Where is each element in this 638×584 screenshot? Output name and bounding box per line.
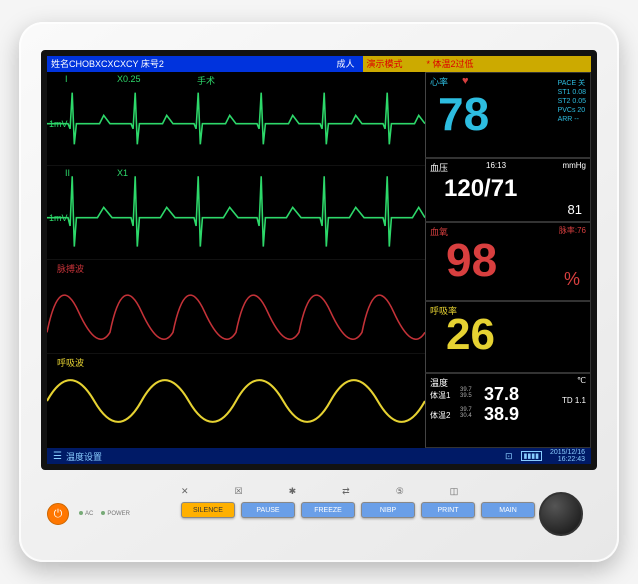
main-icon: ◫ [450,486,459,497]
hr-pace: PACE 关 [558,79,586,88]
spo2-pr: 脉率:76 [559,225,586,236]
demo-mode-label: 演示模式 [367,56,403,72]
hr-box: 心率 ♥ 78 PACE 关 ST1 0.08 ST2 0.05 PVCs 20… [425,72,591,158]
rotary-knob[interactable] [539,492,583,536]
top-status-bar: 姓名CHOBXCXCXCY 床号2 成人 演示模式 * 体温2过低 [47,56,591,72]
bottom-status-bar: ☰ 温度设置 ⊡ ▮▮▮▮ 2015/12/16 16:22:43 [47,448,591,464]
spo2-value: 98 [446,233,497,287]
bp-unit: mmHg [562,161,586,170]
temp1-range: 39.7 39.5 [460,387,472,399]
led-ac: AC [85,511,93,517]
temp2-range: 39.7 30.4 [460,407,472,419]
pause-icon: ☒ [235,486,243,497]
menu-label[interactable]: 温度设置 [66,450,102,463]
hr-value: 78 [438,87,489,141]
network-icon: ⊡ [505,451,513,462]
vitals-panel: 心率 ♥ 78 PACE 关 ST1 0.08 ST2 0.05 PVCs 20… [425,72,591,448]
menu-icon[interactable]: ☰ [53,451,62,462]
silence-button[interactable]: SILENCE [181,502,235,518]
ecg2-waveform: II X1 1mV [47,166,425,260]
resp-trace [47,354,425,448]
temp-td: TD 1.1 [562,396,586,405]
battery-icon: ▮▮▮▮ [521,451,542,461]
temp-unit: ℃ [577,376,586,385]
rr-value: 26 [446,310,495,360]
patient-info-bar: 姓名CHOBXCXCXCY 床号2 成人 [47,56,363,72]
waveform-area: I X0.25 手术 1mV II X1 1mV [47,72,425,448]
temp2-label: 体温2 [430,410,450,421]
time-label: 16:22:43 [550,456,585,463]
patient-name: 姓名CHOBXCXCXCY 床号2 [51,56,164,72]
spo2-unit: % [564,269,580,290]
hr-st1: ST1 0.08 [558,88,586,97]
patient-monitor-device: 姓名CHOBXCXCXCY 床号2 成人 演示模式 * 体温2过低 I X0.2… [19,22,619,562]
button-icons-row: ✕ ☒ ✱ ⇄ ⑤ ◫ [181,486,458,497]
bp-sysdia: 120/71 [444,175,517,203]
hr-pvcs: PVCs 20 [558,106,586,115]
pleth-trace [47,260,425,353]
temp2-value: 38.9 [484,404,519,425]
ecg1-waveform: I X0.25 手术 1mV [47,72,425,166]
ecg2-trace [47,166,425,259]
hr-side-info: PACE 关 ST1 0.08 ST2 0.05 PVCs 20 ARR -- [558,79,586,124]
resp-waveform: 呼吸波 [47,354,425,448]
ecg1-trace [47,72,425,165]
rr-box: 呼吸率 26 [425,301,591,372]
power-button[interactable]: ⏻ [47,503,69,525]
temp1-label: 体温1 [430,390,450,401]
pause-button[interactable]: PAUSE [241,502,295,518]
print-icon: ⑤ [396,486,404,497]
status-leds: AC POWER [79,511,130,517]
temp-box: 温度 ℃ 体温1 39.7 39.5 37.8 体温2 39.7 30.4 38… [425,373,591,448]
print-button[interactable]: PRINT [421,502,475,518]
silence-icon: ✕ [181,486,189,497]
freeze-button[interactable]: FREEZE [301,502,355,518]
bp-map: 81 [568,202,582,217]
heart-icon: ♥ [462,75,469,87]
nibp-button[interactable]: NIBP [361,502,415,518]
patient-mode: 成人 [337,56,355,72]
lcd-screen: 姓名CHOBXCXCXCY 床号2 成人 演示模式 * 体温2过低 I X0.2… [41,50,597,470]
bp-time: 16:13 [486,161,506,170]
alarm-text: * 体温2过低 [427,56,474,72]
led-power: POWER [107,511,130,517]
spo2-box: 血氧 脉率:76 98 % [425,222,591,301]
bp-box: 血压 16:13 mmHg 120/71 81 [425,158,591,222]
hr-st2: ST2 0.05 [558,97,586,106]
alarm-bar: 演示模式 * 体温2过低 [363,56,591,72]
hardware-buttons: SILENCE PAUSE FREEZE NIBP PRINT MAIN [181,502,535,518]
main-button[interactable]: MAIN [481,502,535,518]
date-label: 2015/12/16 [550,449,585,456]
hr-arr: ARR -- [558,115,586,124]
nibp-icon: ⇄ [342,486,350,497]
freeze-icon: ✱ [289,486,297,497]
main-display: I X0.25 手术 1mV II X1 1mV [47,72,591,448]
hardware-panel: ⏻ AC POWER ✕ ☒ ✱ ⇄ ⑤ ◫ SILENCE PAUSE FRE… [41,478,597,550]
temp1-value: 37.8 [484,384,519,405]
pleth-waveform: 脉搏波 [47,260,425,354]
